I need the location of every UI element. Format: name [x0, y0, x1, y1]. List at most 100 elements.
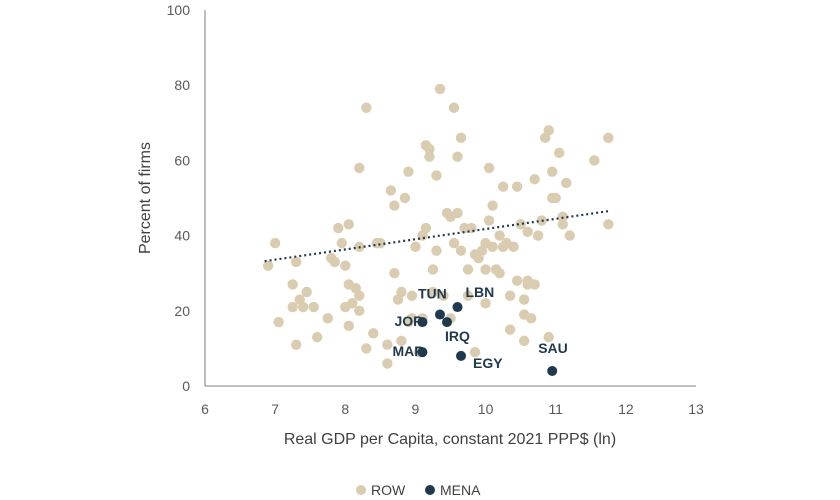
data-point-mena [417, 317, 428, 328]
legend-marker-row [356, 485, 366, 495]
legend-label-row: ROW [371, 482, 406, 498]
data-point-row [508, 241, 519, 253]
data-point-mena [456, 350, 467, 361]
data-point-row [554, 147, 565, 159]
y-tick-label: 60 [174, 152, 190, 168]
data-point-row [427, 264, 439, 275]
data-point-row [375, 237, 386, 249]
x-tick-label: 10 [478, 401, 494, 417]
data-point-row [333, 222, 344, 234]
y-tick-label: 100 [167, 2, 191, 18]
data-point-row [469, 346, 481, 358]
data-point-row [483, 162, 495, 174]
data-point-row [273, 316, 284, 328]
y-tick-label: 80 [174, 77, 190, 93]
data-point-row [343, 320, 354, 332]
x-tick-label: 11 [548, 401, 563, 417]
data-point-row [385, 185, 397, 196]
data-point-mena [452, 302, 463, 313]
data-point-row [462, 290, 474, 301]
data-point-row [603, 219, 614, 230]
data-point-row [312, 331, 323, 343]
axes [204, 10, 696, 387]
data-point-row [511, 275, 523, 286]
data-point-row [301, 286, 312, 298]
data-point-row [399, 192, 411, 204]
data-point-row [483, 215, 495, 226]
data-point-row [448, 102, 460, 113]
data-point-row [262, 260, 274, 271]
data-point-row [532, 230, 544, 241]
data-point-row [354, 162, 365, 174]
data-point-row [322, 313, 333, 324]
data-point-row [480, 264, 491, 275]
data-point-row [550, 192, 561, 204]
data-point-row [561, 177, 572, 189]
data-point-row [424, 143, 435, 155]
data-point-row [462, 264, 474, 275]
annotation-mar: MAR [392, 343, 424, 359]
data-point-row [452, 207, 463, 219]
data-point-row [497, 181, 509, 192]
data-point-row [518, 294, 530, 305]
data-point-row [504, 290, 516, 301]
x-axis-title: Real GDP per Capita, constant 2021 PPP$ … [284, 431, 616, 448]
data-point-row [287, 301, 298, 313]
annotation-tun: TUN [418, 286, 447, 302]
legend-marker-mena [425, 485, 435, 495]
data-point-row [382, 358, 393, 369]
data-point-row [455, 245, 467, 256]
y-tick-label: 20 [174, 303, 190, 319]
x-tick-label: 12 [618, 401, 634, 417]
data-point-row [406, 290, 418, 301]
data-point-row [389, 268, 400, 279]
legend-label-mena: MENA [440, 482, 481, 498]
data-point-row [525, 313, 537, 324]
data-point-row [494, 230, 505, 241]
data-point-row [455, 132, 467, 144]
data-point-mena [434, 309, 445, 320]
data-point-row [434, 83, 446, 95]
plot-area: TUN LBN JOR IRQ MAR EGY SAU [262, 83, 614, 376]
data-point-row [308, 301, 319, 313]
x-tick-label: 7 [271, 401, 279, 417]
y-tick-label: 40 [174, 228, 190, 244]
data-point-row [438, 290, 449, 301]
data-point-row [420, 222, 432, 234]
data-point-row [452, 151, 463, 162]
data-point-row [340, 260, 351, 271]
x-tick-label: 9 [412, 401, 420, 417]
data-point-row [564, 230, 575, 241]
data-point-row [368, 328, 379, 339]
data-point-mena [441, 317, 452, 328]
annotation-egy: EGY [473, 355, 503, 371]
data-point-row [354, 290, 365, 301]
data-point-row [290, 256, 302, 268]
data-point-row [287, 279, 298, 290]
y-tick-label: 0 [182, 378, 190, 394]
data-point-row [487, 200, 498, 211]
legend: ROW MENA [356, 482, 481, 498]
data-point-row [403, 166, 414, 177]
data-point-row [382, 339, 393, 350]
data-point-row [480, 298, 491, 309]
data-point-row [290, 339, 302, 350]
annotation-irq: IRQ [445, 328, 470, 344]
data-point-row [543, 331, 554, 343]
data-point-row [361, 102, 372, 113]
data-point-row [529, 279, 540, 290]
annotation-sau: SAU [538, 340, 568, 356]
x-tick-label: 6 [201, 401, 209, 417]
data-point-row [329, 256, 340, 268]
data-point-row [522, 226, 533, 238]
data-point-row [396, 286, 407, 298]
data-point-row [515, 219, 526, 230]
data-point-row [547, 166, 558, 177]
y-axis-title: Percent of firms [137, 142, 154, 254]
data-point-row [487, 241, 498, 253]
data-point-mena [417, 347, 428, 358]
data-point-row [347, 298, 358, 309]
data-point-row [543, 125, 554, 136]
data-point-row [269, 237, 281, 249]
data-point-row [343, 219, 354, 230]
